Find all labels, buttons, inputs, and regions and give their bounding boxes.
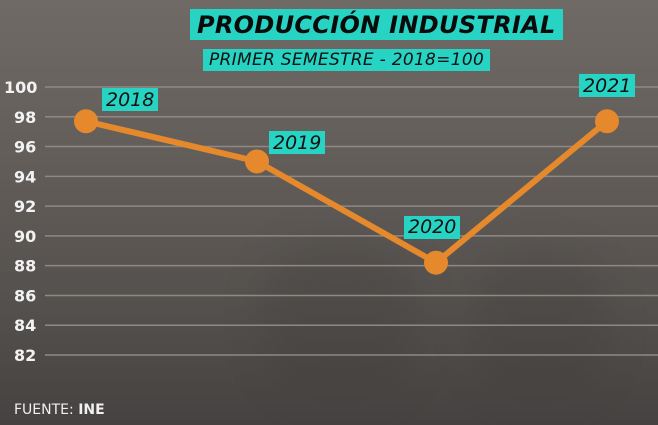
background-blur	[260, 240, 420, 400]
point-label-2018: 2018	[102, 88, 159, 112]
y-tick-label: 86	[14, 286, 36, 305]
point-label-text: 2019	[273, 131, 322, 154]
gridlines	[45, 86, 658, 356]
data-point	[74, 109, 98, 134]
source-label: FUENTE:	[14, 402, 74, 418]
data-point	[595, 109, 619, 134]
point-label-text: 2018	[106, 88, 155, 111]
data-point	[424, 250, 448, 275]
y-tick-label: 94	[14, 167, 36, 186]
title-banner: PRODUCCIÓN INDUSTRIAL	[190, 9, 563, 40]
y-axis-ticks: 100 98 96 94 92 90 88 86 84 82	[4, 78, 37, 365]
y-tick-label: 92	[14, 197, 36, 216]
subtitle-banner: PRIMER SEMESTRE - 2018=100	[203, 49, 491, 71]
data-point	[245, 149, 269, 174]
y-tick-label: 82	[14, 346, 36, 365]
chart-subtitle: PRIMER SEMESTRE - 2018=100	[209, 50, 485, 70]
point-label-2019: 2019	[269, 131, 326, 155]
point-label-2021: 2021	[579, 74, 636, 98]
data-line	[83, 118, 610, 266]
point-label-text: 2021	[583, 74, 632, 97]
y-tick-label: 90	[14, 227, 36, 246]
source-note: FUENTE: INE	[14, 402, 105, 418]
chart-title: PRODUCCIÓN INDUSTRIAL	[197, 10, 556, 39]
y-tick-label: 84	[14, 316, 36, 335]
y-tick-label: 100	[4, 78, 37, 97]
point-label-2020: 2020	[404, 215, 461, 239]
y-tick-label: 88	[14, 257, 36, 276]
y-tick-label: 96	[14, 138, 36, 157]
point-label-text: 2020	[408, 216, 457, 239]
source-value: INE	[78, 402, 105, 418]
y-tick-label: 98	[14, 108, 36, 127]
data-points	[74, 109, 619, 275]
